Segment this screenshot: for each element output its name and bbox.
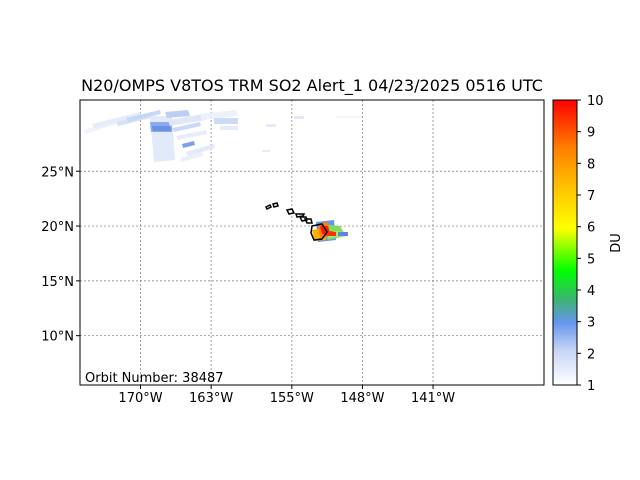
orbit-number-label: Orbit Number: 38487 [85, 371, 224, 386]
colorbar-tick-label: 8 [587, 157, 595, 172]
colorbar-tick-label: 4 [587, 284, 595, 299]
so2-field [84, 110, 362, 242]
lon-tick-label: 148°W [340, 391, 384, 406]
map-title: N20/OMPS V8TOS TRM SO2 Alert_1 04/23/202… [81, 76, 543, 95]
lat-tick-label: 20°N [41, 220, 74, 235]
lon-tick-label: 141°W [411, 391, 455, 406]
lat-tick-label: 10°N [41, 330, 74, 345]
map-frame [79, 99, 545, 386]
coastline [264, 202, 328, 241]
colorbar-tick-label: 9 [587, 126, 595, 141]
lon-tick-label: 155°W [270, 391, 314, 406]
colorbar-ticks: 1 2 3 4 5 6 7 8 9 10 [577, 94, 604, 394]
map-area [80, 100, 544, 385]
lat-tick-label: 15°N [41, 275, 74, 290]
colorbar-tick-label: 2 [587, 347, 595, 362]
colorbar-tick-label: 7 [587, 189, 595, 204]
colorbar-tick-label: 3 [587, 316, 595, 331]
lon-tick-label: 170°W [118, 391, 162, 406]
axis-ticks: 170°W 163°W 155°W 148°W 141°W 25°N 20°N 15°N 10°… [41, 165, 455, 406]
colorbar-unit-label: DU [609, 233, 624, 253]
colorbar-tick-label: 10 [587, 94, 604, 109]
colorbar-tick-label: 6 [587, 221, 595, 236]
colorbar-tick-label: 1 [587, 379, 595, 394]
lat-tick-label: 25°N [41, 165, 74, 180]
colorbar [552, 99, 578, 386]
colorbar-tick-label: 5 [587, 252, 595, 267]
lon-tick-label: 163°W [189, 391, 233, 406]
